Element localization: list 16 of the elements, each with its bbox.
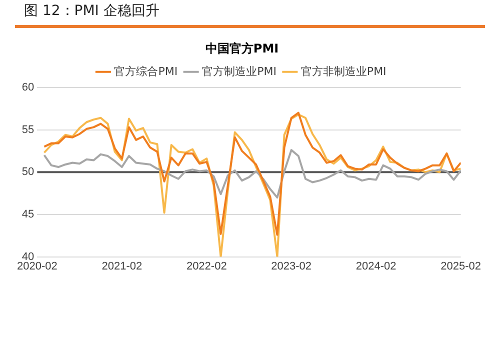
x-tick-label: 2023-02 <box>271 260 312 272</box>
legend-label: 官方非制造业PMI <box>300 64 386 78</box>
x-tick-label: 2025-02 <box>440 260 482 272</box>
x-tick-label: 2021-02 <box>102 260 142 272</box>
legend-label: 官方制造业PMI <box>202 64 276 78</box>
chart-title: 图 12：PMI 企稳回升 <box>24 2 160 20</box>
y-tick-label: 55 <box>22 124 34 136</box>
y-tick-label: 50 <box>22 166 34 178</box>
y-tick-label: 45 <box>22 208 34 220</box>
x-tick-label: 2024-02 <box>356 260 396 272</box>
chart-subtitle: 中国官方PMI <box>205 41 279 56</box>
x-tick-label: 2020-02 <box>16 260 58 272</box>
y-tick-label: 60 <box>22 81 34 94</box>
x-tick-label: 2022-02 <box>186 260 227 272</box>
legend-label: 官方综合PMI <box>114 64 178 78</box>
y-tick-label: 40 <box>22 250 34 263</box>
